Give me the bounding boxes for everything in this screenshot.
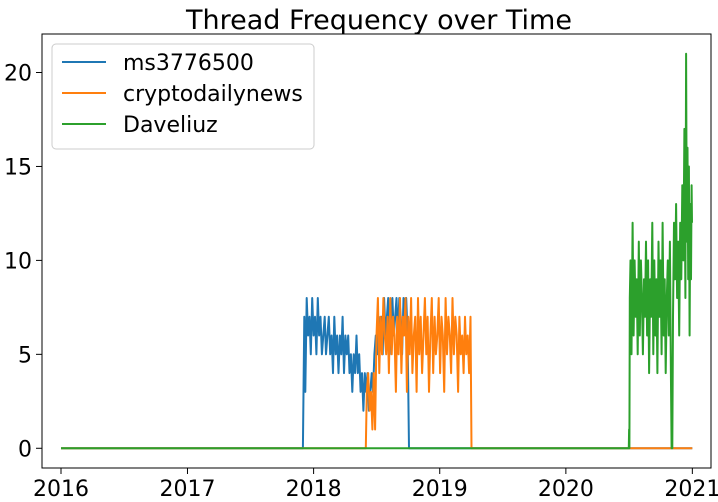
x-tick-label: 2018: [286, 477, 342, 502]
x-tick-label: 2021: [664, 477, 718, 502]
y-tick-label: 5: [18, 343, 32, 368]
x-tick-label: 2020: [538, 477, 594, 502]
x-tick-label: 2017: [159, 477, 215, 502]
chart-title: Thread Frequency over Time: [185, 5, 572, 36]
series-line-ms3776500: [61, 297, 693, 450]
y-tick-label: 10: [4, 249, 32, 274]
x-tick-label: 2016: [33, 477, 89, 502]
y-tick-label: 0: [18, 437, 32, 462]
plot-area: [61, 52, 693, 450]
series-line-Daveliuz: [61, 52, 693, 450]
axes-frame: [41, 33, 712, 469]
legend-label-cryptodailynews: cryptodailynews: [123, 82, 303, 107]
x-tick-label: 2019: [412, 477, 468, 502]
y-tick-label: 15: [4, 155, 32, 180]
y-tick-label: 20: [4, 62, 32, 87]
legend-label-Daveliuz: Daveliuz: [123, 113, 218, 138]
legend: ms3776500 cryptodailynews Daveliuz: [51, 43, 315, 150]
legend-label-ms3776500: ms3776500: [123, 51, 254, 76]
legend-box: [51, 43, 315, 150]
series-line-cryptodailynews: [61, 297, 693, 450]
axes: 2016 2017 2018 2019 2020 2021 0 5 10 15 20: [4, 33, 718, 502]
